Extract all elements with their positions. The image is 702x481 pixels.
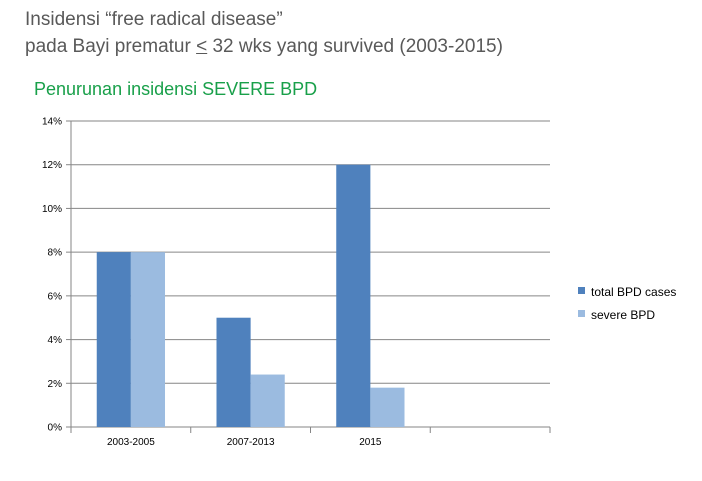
x-tick-label: 2015	[359, 437, 382, 448]
bar-total-bpd-cases	[216, 317, 251, 427]
bar-severe-bpd	[250, 374, 285, 427]
chart-legend: total BPD cases severe BPD	[578, 285, 676, 322]
slide-title: Insidensi “free radical disease” pada Ba…	[25, 6, 503, 60]
bar-severe-bpd	[370, 387, 405, 427]
legend-label: severe BPD	[591, 308, 655, 322]
legend-label: total BPD cases	[591, 285, 676, 299]
y-tick-label: 10%	[42, 204, 62, 215]
bar-total-bpd-cases	[96, 252, 131, 427]
bar-severe-bpd	[130, 252, 166, 427]
y-axis-ticks: 0% 2% 4% 6% 8% 10% 12% 14%	[42, 117, 62, 434]
bar-total-bpd-cases	[336, 164, 371, 427]
slide-title-line-2-underlined: <	[196, 36, 208, 57]
slide-title-line-1: Insidensi “free radical disease”	[25, 9, 283, 30]
legend-swatch	[578, 310, 585, 317]
x-axis-labels: 2003-2005 2007-2013 2015	[107, 437, 382, 448]
y-tick-label: 2%	[48, 379, 63, 390]
legend-swatch	[578, 287, 585, 294]
slide-title-line-2-pre: pada Bayi prematur	[25, 36, 197, 57]
y-tick-label: 4%	[48, 335, 63, 346]
slide-title-line-2-post: 32 wks yang survived (2003-2015)	[207, 36, 503, 57]
chart-title: Penurunan insidensi SEVERE BPD	[34, 79, 318, 99]
slide-title-line-2: pada Bayi prematur < 32 wks yang survive…	[25, 33, 503, 60]
y-tick-label: 14%	[42, 117, 62, 128]
y-tick-label: 0%	[48, 423, 63, 434]
y-tick-label: 12%	[42, 160, 62, 171]
x-tick-label: 2003-2005	[107, 437, 155, 448]
y-tick-label: 6%	[48, 291, 63, 302]
chart-bars	[96, 164, 405, 427]
y-tick-label: 8%	[48, 248, 63, 259]
x-tick-label: 2007-2013	[227, 437, 275, 448]
